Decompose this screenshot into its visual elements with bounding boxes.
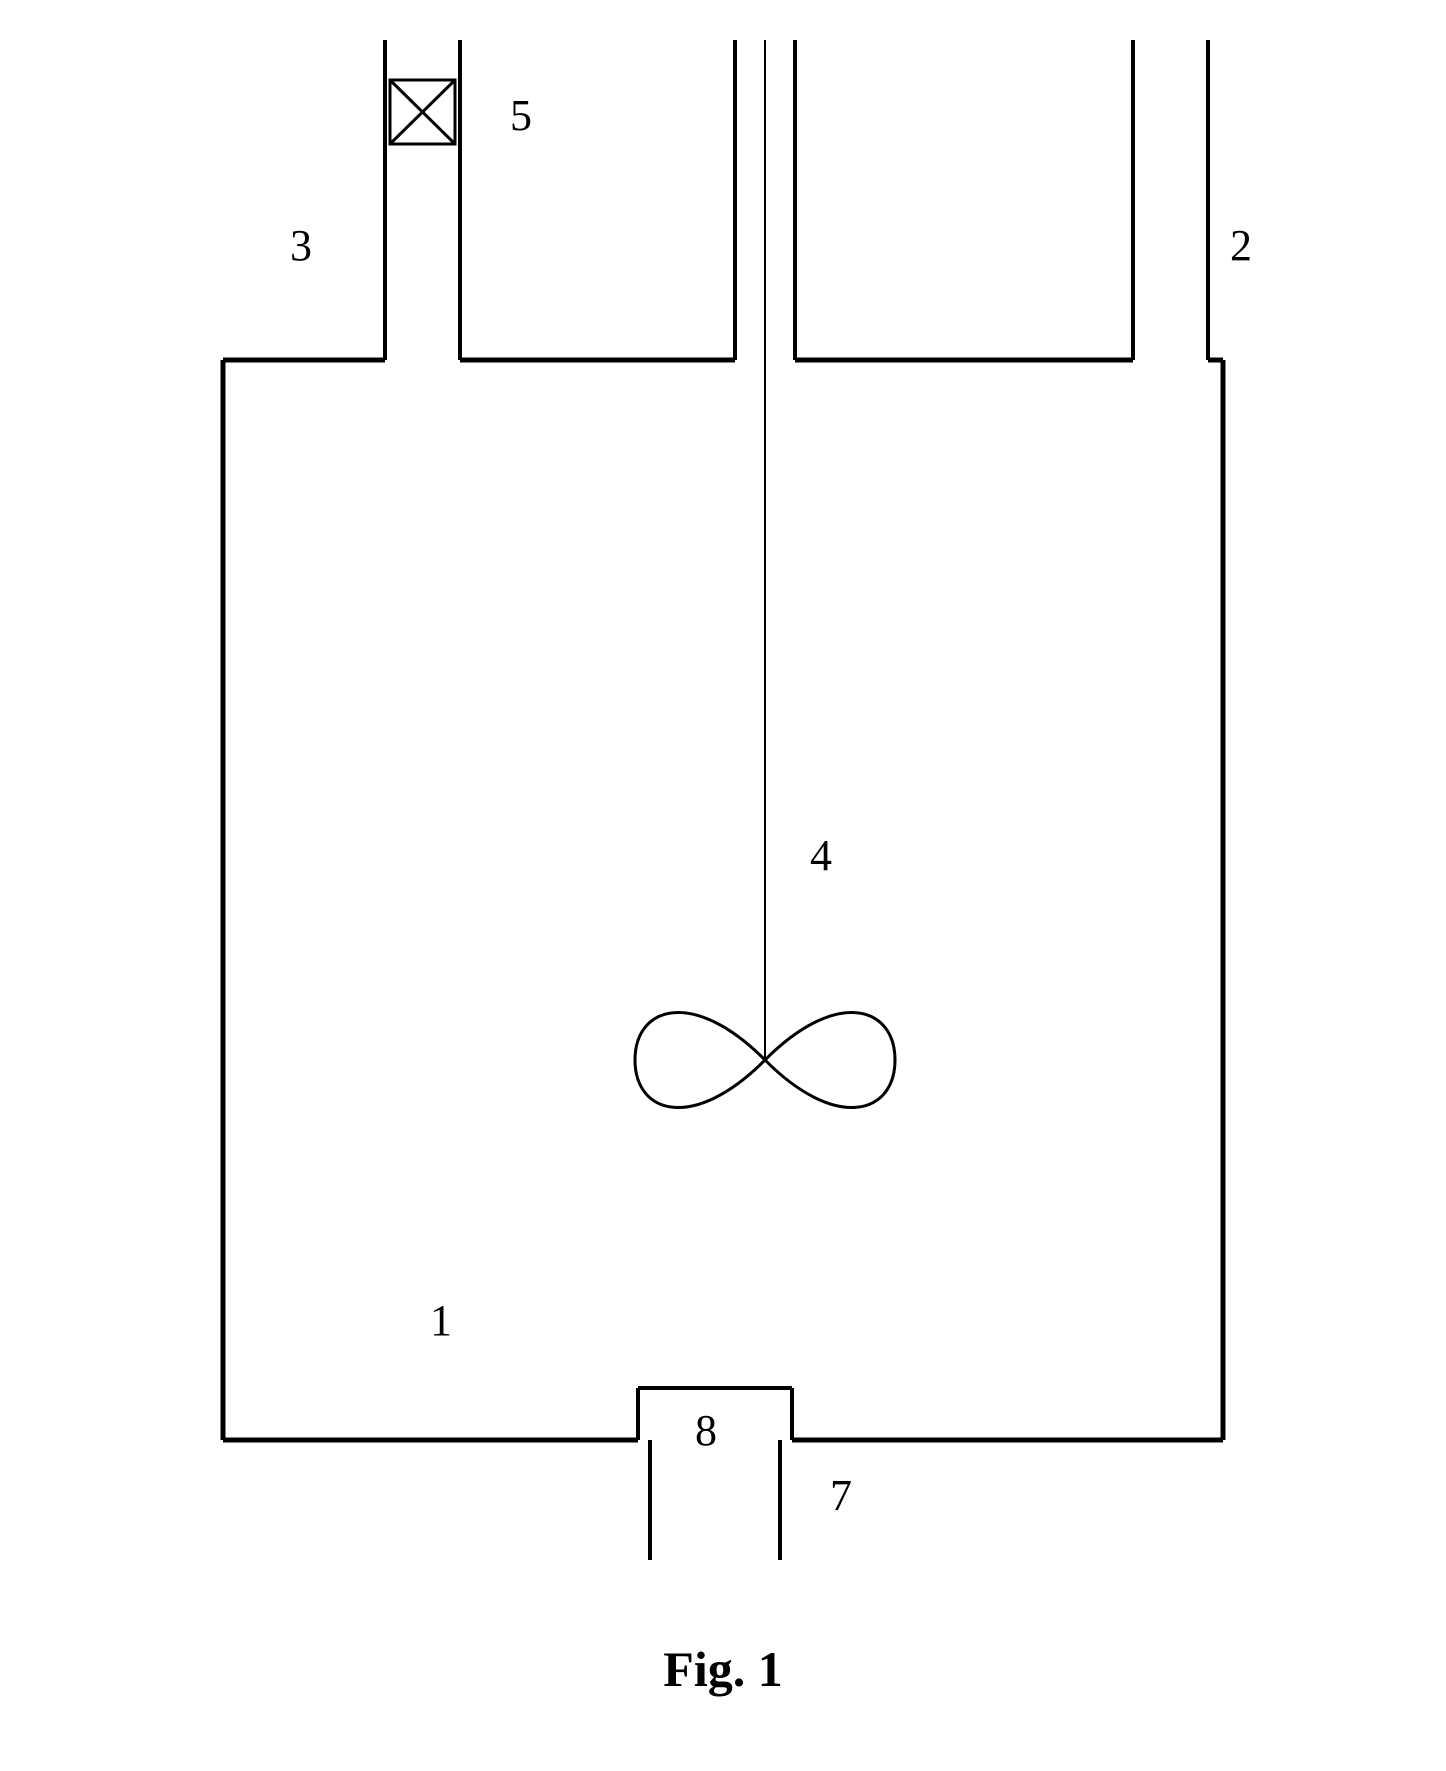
label-8: 8	[695, 1405, 717, 1456]
label-4: 4	[810, 830, 832, 881]
figure-caption: Fig. 1	[0, 1640, 1446, 1698]
label-3: 3	[290, 220, 312, 271]
label-5: 5	[510, 90, 532, 141]
label-2: 2	[1230, 220, 1252, 271]
label-7: 7	[830, 1470, 852, 1521]
figure-container: 5 3 2 4 1 8 7 Fig. 1	[0, 0, 1446, 1771]
label-1: 1	[430, 1295, 452, 1346]
